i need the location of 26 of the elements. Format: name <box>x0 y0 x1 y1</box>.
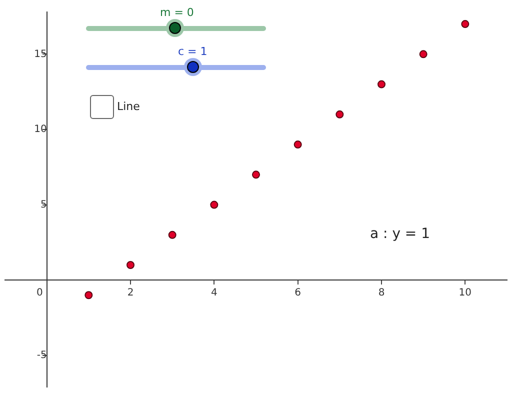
slider: c = 1 <box>84 47 268 79</box>
point <box>84 291 93 300</box>
y-tick-label: 15 <box>34 48 47 60</box>
x-tick-label: 10 <box>458 288 472 299</box>
x-tick-label: 2 <box>127 288 134 299</box>
y-tick-label: 10 <box>34 124 47 136</box>
point <box>461 20 470 28</box>
point <box>168 230 176 239</box>
annotation: Line <box>117 100 140 113</box>
annotation: a : y = 1 <box>370 226 430 242</box>
annotation: m = 0 <box>160 6 194 19</box>
point <box>126 261 134 270</box>
x-tick-label: 0 <box>36 288 43 299</box>
point <box>336 110 344 118</box>
point <box>378 80 386 88</box>
point <box>210 200 218 209</box>
x-tick-label: 4 <box>210 288 218 299</box>
x-tick-label: 8 <box>378 288 385 299</box>
point <box>419 50 428 58</box>
annotation: c = 1 <box>178 45 208 58</box>
point <box>252 170 260 179</box>
point <box>294 140 302 149</box>
y-tick-label: -5 <box>36 350 47 361</box>
slider: m = 0 <box>84 8 268 40</box>
checkbox: Line <box>90 95 150 121</box>
x-tick-label: 6 <box>294 288 302 299</box>
